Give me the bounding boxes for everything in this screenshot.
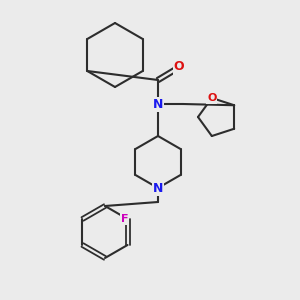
Text: N: N [153, 98, 163, 110]
Text: O: O [207, 93, 217, 103]
Text: N: N [153, 182, 163, 194]
Text: O: O [174, 61, 184, 74]
Text: F: F [121, 214, 128, 224]
